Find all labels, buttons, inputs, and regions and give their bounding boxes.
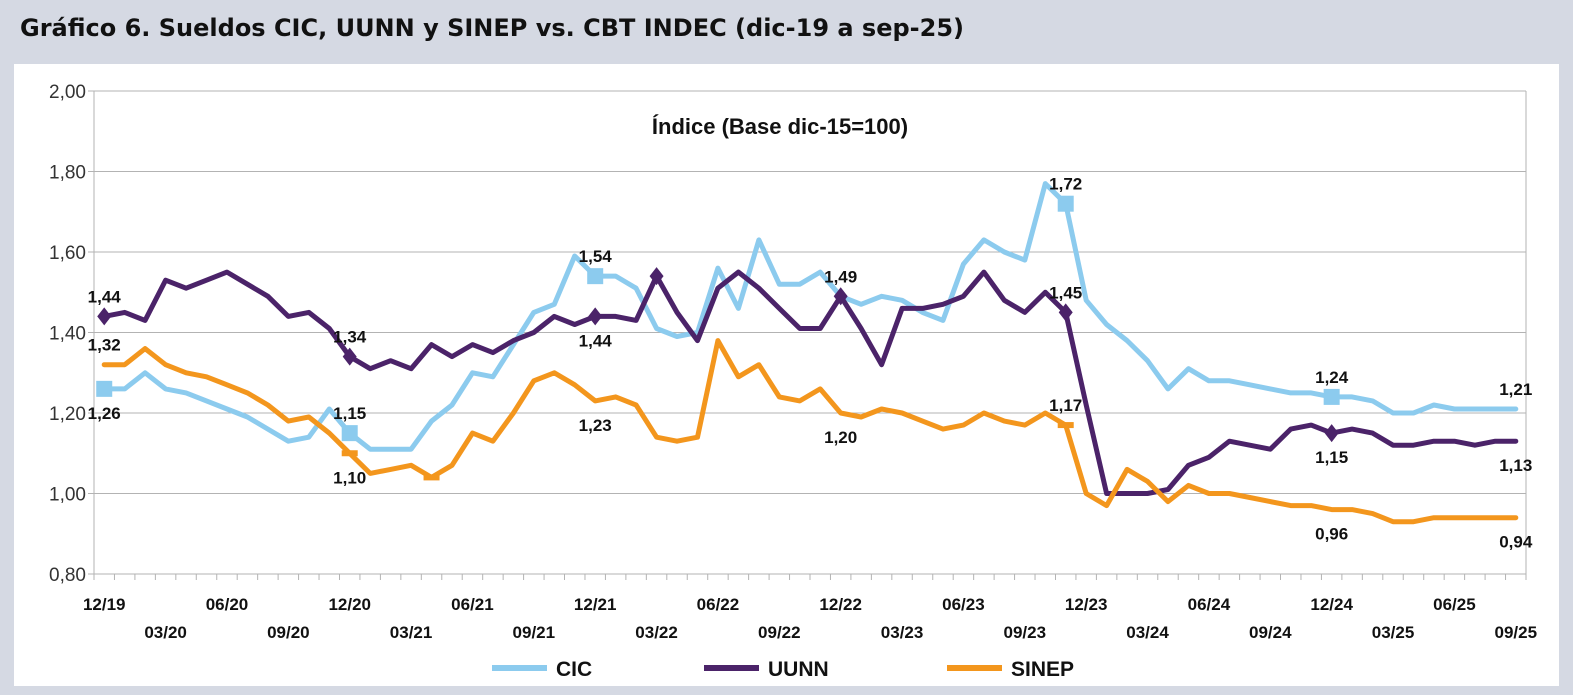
data-label-cic: 1,72 (1049, 175, 1082, 194)
legend-label-sinep: SINEP (1011, 658, 1074, 681)
marker-cic (1323, 388, 1340, 405)
x-tick-label: 12/24 (1310, 595, 1353, 614)
series-line-cic (101, 181, 1519, 452)
x-tick-label: 06/24 (1188, 595, 1231, 614)
y-tick-label: 1,80 (49, 163, 86, 184)
x-tick-label: 03/20 (144, 623, 187, 642)
data-label-uunn: 1,45 (1049, 283, 1082, 302)
marker-uunn (833, 287, 848, 306)
data-label-uunn: 1,34 (333, 328, 367, 347)
series-line-uunn (101, 269, 1519, 496)
marker-uunn (588, 307, 603, 326)
x-tick-label: 03/22 (635, 623, 678, 642)
marker-uunn (649, 267, 664, 286)
title-bar: Gráfico 6. Sueldos CIC, UUNN y SINEP vs.… (0, 0, 1573, 64)
x-tick-label: 03/24 (1126, 623, 1169, 642)
x-tick-label: 09/21 (513, 623, 556, 642)
data-label-cic: 1,26 (88, 404, 121, 423)
y-tick-label: 0,80 (49, 565, 86, 586)
x-tick-label: 09/22 (758, 623, 801, 642)
marker-cic (1057, 195, 1074, 212)
x-tick-label: 06/25 (1433, 595, 1476, 614)
y-tick-label: 1,60 (49, 243, 86, 264)
y-tick-label: 1,40 (49, 324, 86, 345)
marker-sinep (341, 450, 358, 457)
marker-sinep (1057, 422, 1074, 429)
y-tick-label: 1,00 (49, 485, 86, 506)
x-tick-label: 12/22 (819, 595, 862, 614)
marker-cic (96, 380, 113, 397)
x-tick-label: 03/23 (881, 623, 924, 642)
data-label-sinep: 1,20 (824, 428, 857, 447)
x-tick-label: 06/21 (451, 595, 494, 614)
x-tick-label: 06/22 (697, 595, 740, 614)
x-tick-label: 03/25 (1372, 623, 1415, 642)
x-tick-label: 12/20 (328, 595, 371, 614)
data-label-uunn: 1,49 (824, 267, 857, 286)
series-line-sinep (101, 338, 1519, 525)
data-label-sinep: 0,96 (1315, 525, 1348, 544)
data-label-sinep: 1,10 (333, 468, 366, 487)
data-label-sinep: 0,94 (1499, 533, 1533, 552)
x-tick-label: 03/21 (390, 623, 433, 642)
marker-uunn (97, 307, 112, 326)
x-tick-label: 09/25 (1494, 623, 1537, 642)
x-tick-label: 09/23 (1004, 623, 1047, 642)
chart-subtitle: Índice (Base dic-15=100) (652, 114, 908, 139)
data-label-cic: 1,21 (1499, 380, 1532, 399)
marker-uunn (342, 347, 357, 366)
data-label-cic: 1,15 (333, 404, 366, 423)
legend-label-uunn: UUNN (768, 658, 829, 681)
data-label-sinep: 1,17 (1049, 396, 1082, 415)
x-tick-label: 12/21 (574, 595, 617, 614)
x-tick-label: 06/23 (942, 595, 985, 614)
data-label-cic: 1,24 (1315, 368, 1349, 387)
data-label-uunn: 1,13 (1499, 456, 1532, 475)
data-label-uunn: 1,44 (88, 287, 122, 306)
data-label-uunn: 1,15 (1315, 448, 1348, 467)
data-label-sinep: 1,23 (579, 416, 612, 435)
line-chart: 0,80 1,00 1,20 1,40 1,60 1,80 2,00 12/19 03/20 06… (49, 82, 1537, 681)
x-tick-label: 12/19 (83, 595, 126, 614)
marker-cic (341, 425, 358, 442)
data-label-sinep: 1,32 (88, 336, 121, 355)
x-tick-label: 06/20 (206, 595, 249, 614)
x-tick-label: 12/23 (1065, 595, 1108, 614)
y-tick-label: 2,00 (49, 82, 86, 103)
marker-uunn (1058, 303, 1073, 322)
data-label-uunn: 1,44 (579, 331, 613, 350)
marker-uunn (1324, 424, 1339, 443)
marker-sinep (423, 474, 440, 481)
chart-panel: 0,80 1,00 1,20 1,40 1,60 1,80 2,00 12/19 03/20 06… (14, 64, 1559, 686)
marker-cic (587, 268, 604, 285)
legend-label-cic: CIC (556, 658, 592, 681)
x-tick-label: 09/20 (267, 623, 310, 642)
data-label-cic: 1,54 (579, 247, 613, 266)
y-tick-label: 1,20 (49, 404, 86, 425)
chart-title: Gráfico 6. Sueldos CIC, UUNN y SINEP vs.… (20, 14, 964, 42)
x-tick-label: 09/24 (1249, 623, 1292, 642)
